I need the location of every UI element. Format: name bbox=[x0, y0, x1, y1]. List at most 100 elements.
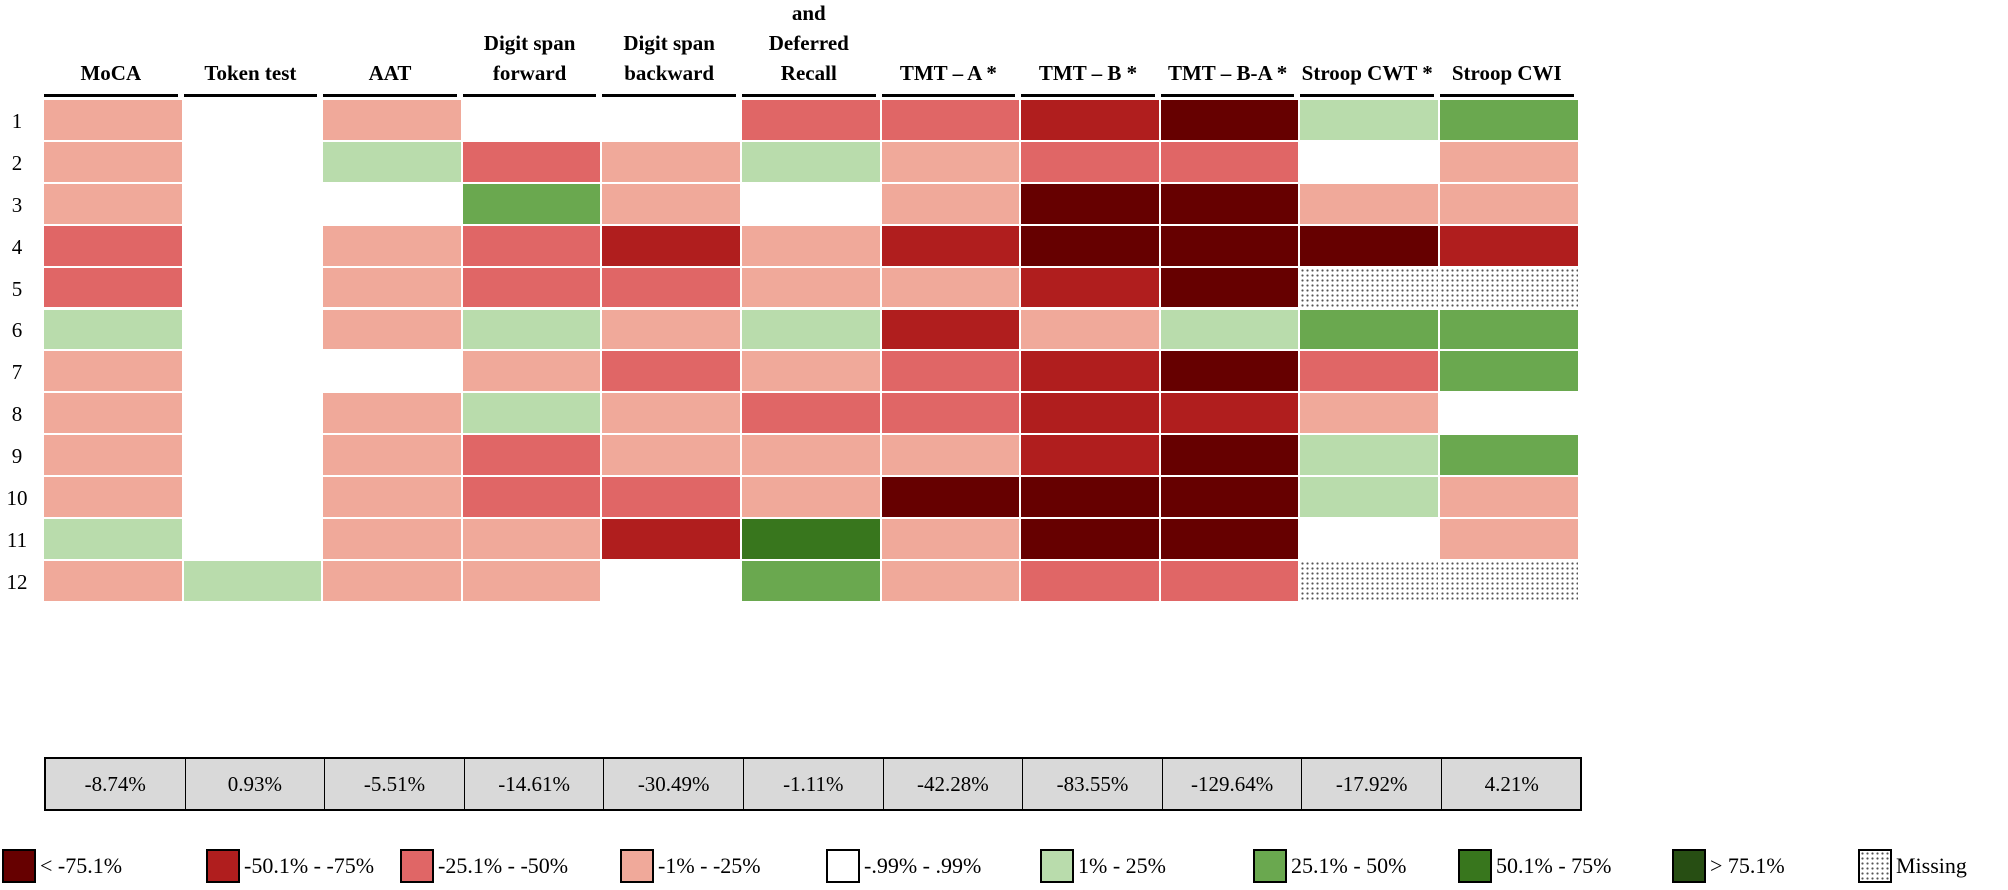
heatmap-cell bbox=[881, 183, 1020, 224]
row-label: 9 bbox=[11, 444, 23, 469]
summary-value: -30.49% bbox=[604, 759, 744, 809]
heatmap-cell bbox=[462, 435, 601, 476]
heatmap-cell bbox=[44, 267, 182, 308]
heatmap-cell bbox=[1021, 435, 1159, 476]
heatmap-cell bbox=[44, 519, 182, 559]
heatmap-cell bbox=[1440, 560, 1578, 601]
column-header: TMT – B-A * bbox=[1167, 61, 1288, 85]
heatmap-cell bbox=[1440, 100, 1578, 140]
heatmap-cell bbox=[602, 141, 740, 182]
heatmap-cell bbox=[323, 183, 461, 224]
heatmap-cell bbox=[1160, 560, 1299, 601]
heatmap-cell bbox=[44, 309, 182, 350]
heatmap-cell bbox=[1440, 309, 1578, 350]
heatmap-cell bbox=[462, 225, 601, 266]
heatmap-cell bbox=[44, 351, 182, 392]
heatmap-cell bbox=[323, 351, 461, 392]
heatmap-cell bbox=[1300, 393, 1438, 434]
heatmap-cell bbox=[602, 351, 740, 392]
heatmap-cell bbox=[462, 519, 601, 559]
heatmap-cell bbox=[881, 100, 1020, 140]
legend-item: 50.1% - 75% bbox=[1458, 848, 1611, 884]
heatmap-cell bbox=[881, 393, 1020, 434]
heatmap-cell bbox=[183, 351, 322, 392]
heatmap-cell bbox=[183, 183, 322, 224]
row-label: 11 bbox=[6, 527, 28, 552]
heatmap-cell bbox=[742, 225, 880, 266]
heatmap-cell bbox=[323, 100, 461, 140]
heatmap-cell bbox=[1160, 519, 1299, 559]
header-rule bbox=[602, 94, 736, 97]
heatmap-cell bbox=[1021, 267, 1159, 308]
heatmap-cell bbox=[1300, 435, 1438, 476]
heatmap-cell bbox=[1160, 183, 1299, 224]
heatmap-cell bbox=[1440, 351, 1578, 392]
heatmap-cell bbox=[1021, 393, 1159, 434]
heatmap-cell bbox=[602, 225, 740, 266]
heatmap-cell bbox=[1160, 100, 1299, 140]
summary-value: -129.64% bbox=[1163, 759, 1303, 809]
heatmap-cell bbox=[44, 141, 182, 182]
heatmap-cell bbox=[602, 560, 740, 601]
heatmap-cell bbox=[1440, 183, 1578, 224]
summary-value: -1.11% bbox=[744, 759, 884, 809]
heatmap-cell bbox=[881, 309, 1020, 350]
heatmap-cell bbox=[742, 100, 880, 140]
heatmap-cell bbox=[1160, 393, 1299, 434]
summary-value: -14.61% bbox=[465, 759, 605, 809]
heatmap-cell bbox=[462, 100, 601, 140]
header-rule bbox=[1300, 94, 1434, 97]
heatmap-cell bbox=[183, 267, 322, 308]
row-label: 6 bbox=[11, 318, 23, 343]
heatmap-cell bbox=[323, 309, 461, 350]
heatmap-cell bbox=[881, 560, 1020, 601]
legend-label: -.99% - .99% bbox=[864, 853, 982, 878]
heatmap-cell bbox=[1440, 267, 1578, 308]
legend-label: Missing bbox=[1896, 853, 1967, 878]
column-header: Immediate and Deferred Recall bbox=[768, 1, 849, 85]
heatmap-cell bbox=[44, 183, 182, 224]
heatmap-cell bbox=[462, 560, 601, 601]
heatmap-cell bbox=[742, 435, 880, 476]
heatmap-cell bbox=[742, 183, 880, 224]
heatmap-cell bbox=[323, 225, 461, 266]
column-header: Token test bbox=[204, 61, 297, 85]
legend-item: < -75.1% bbox=[2, 848, 122, 884]
summary-value: -42.28% bbox=[884, 759, 1024, 809]
heatmap-cell bbox=[742, 309, 880, 350]
heatmap-cell bbox=[1021, 477, 1159, 517]
heatmap-cell bbox=[742, 267, 880, 308]
heatmap-cell bbox=[881, 267, 1020, 308]
column-header: Digit span forward bbox=[483, 31, 576, 85]
heatmap-cell bbox=[44, 477, 182, 517]
heatmap-cell bbox=[742, 477, 880, 517]
heatmap-cell bbox=[44, 560, 182, 601]
heatmap-cell bbox=[1440, 519, 1578, 559]
column-header: TMT – B * bbox=[1038, 61, 1138, 85]
legend-swatch bbox=[1253, 849, 1287, 883]
legend-swatch bbox=[1672, 849, 1706, 883]
heatmap-cell bbox=[602, 435, 740, 476]
row-label: 3 bbox=[11, 192, 23, 217]
heatmap-cell bbox=[462, 477, 601, 517]
header-rule bbox=[323, 94, 457, 97]
column-header: AAT bbox=[368, 61, 412, 85]
row-label: 4 bbox=[11, 234, 23, 259]
row-label: 8 bbox=[11, 402, 23, 427]
header-rule bbox=[462, 94, 597, 97]
heatmap-cell bbox=[602, 477, 740, 517]
row-label: 1 bbox=[11, 108, 23, 133]
heatmap-cell bbox=[323, 141, 461, 182]
summary-value: -83.55% bbox=[1023, 759, 1163, 809]
heatmap-cell bbox=[1300, 477, 1438, 517]
heatmap-cell bbox=[183, 477, 322, 517]
heatmap-cell bbox=[742, 560, 880, 601]
header-rule bbox=[1021, 94, 1155, 97]
heatmap-cell bbox=[323, 435, 461, 476]
summary-row: -8.74% 0.93% -5.51% -14.61% -30.49% -1.11% -42… bbox=[44, 757, 1582, 811]
header-rule bbox=[1440, 94, 1574, 97]
heatmap-cell bbox=[44, 393, 182, 434]
legend-item: 1% - 25% bbox=[1040, 848, 1166, 884]
column-header: MoCA bbox=[80, 61, 142, 85]
